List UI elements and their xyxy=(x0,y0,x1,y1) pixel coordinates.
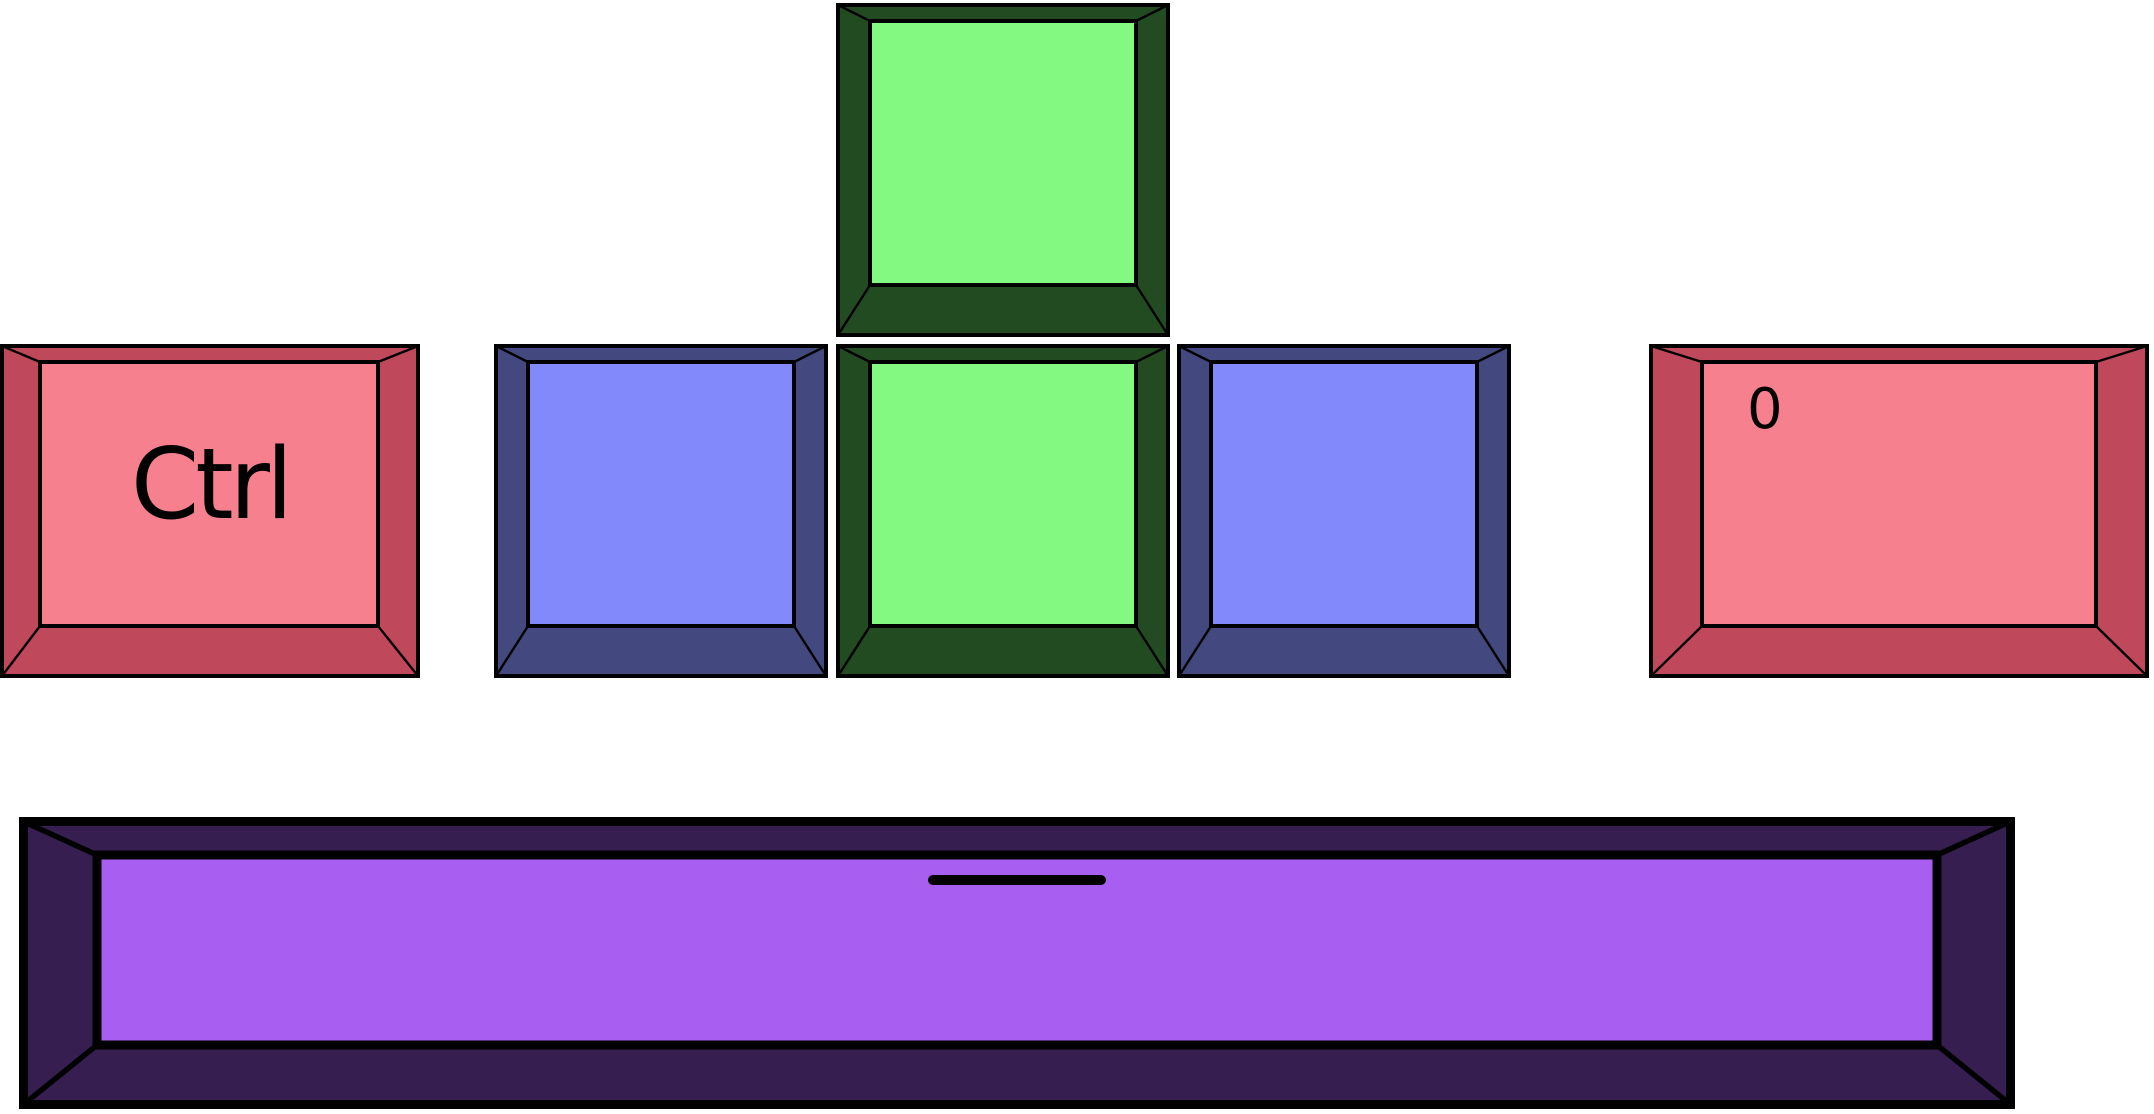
keycap-face xyxy=(1209,360,1479,628)
bevel-edge xyxy=(836,284,872,336)
bevel-edge xyxy=(1135,3,1169,23)
bevel-edge xyxy=(377,344,419,364)
ctrl-key[interactable]: Ctrl xyxy=(0,344,420,678)
bevel-edge xyxy=(1,625,41,677)
ctrl-key-body xyxy=(0,344,420,678)
bevel-edge xyxy=(377,625,419,677)
spacebar-key-body xyxy=(19,817,2015,1109)
bevel-edge xyxy=(2095,625,2148,677)
bevel-edge xyxy=(1135,344,1169,364)
keycap-face xyxy=(868,360,1138,628)
down-arrow-key-body xyxy=(836,344,1170,678)
zero-key-body xyxy=(1649,344,2149,678)
bevel-edge xyxy=(1475,625,1511,677)
keycap-face xyxy=(1700,360,2098,628)
left-arrow-key[interactable] xyxy=(494,344,828,678)
bevel-edge xyxy=(22,819,99,858)
bevel-edge xyxy=(495,344,529,364)
keycap-face xyxy=(38,360,380,628)
up-arrow-key[interactable] xyxy=(836,3,1170,337)
bevel-edge xyxy=(836,625,872,677)
bevel-edge xyxy=(837,3,871,23)
ctrl-key-legend: Ctrl xyxy=(130,428,293,542)
bevel-edge xyxy=(1177,625,1213,677)
right-arrow-key[interactable] xyxy=(1177,344,1511,678)
left-arrow-key-body xyxy=(494,344,828,678)
bevel-edge xyxy=(1650,344,1703,364)
bevel-edge xyxy=(1178,344,1212,364)
keycap-face xyxy=(526,360,796,628)
up-arrow-key-body xyxy=(836,3,1170,337)
down-arrow-key[interactable] xyxy=(836,344,1170,678)
spacebar-homing-bar xyxy=(928,875,1106,885)
bevel-edge xyxy=(792,625,828,677)
bevel-edge xyxy=(494,625,530,677)
bevel-edge xyxy=(1476,344,1510,364)
spacebar-key[interactable] xyxy=(19,817,2015,1109)
bevel-edge xyxy=(1935,819,2012,858)
bevel-edge xyxy=(2095,344,2148,364)
bevel-edge xyxy=(1,344,41,364)
bevel-edge xyxy=(1134,284,1170,336)
keycap-face xyxy=(868,19,1138,287)
right-arrow-key-body xyxy=(1177,344,1511,678)
bevel-edge xyxy=(837,344,871,364)
bevel-edge xyxy=(1935,1042,2013,1107)
bevel-edge xyxy=(1650,625,1703,677)
keycap-face xyxy=(92,850,1942,1050)
zero-key-legend: 0 xyxy=(1747,377,1783,442)
bevel-edge xyxy=(793,344,827,364)
zero-key[interactable]: 0 xyxy=(1649,344,2149,678)
bevel-edge xyxy=(21,1042,99,1107)
bevel-edge xyxy=(1134,625,1170,677)
